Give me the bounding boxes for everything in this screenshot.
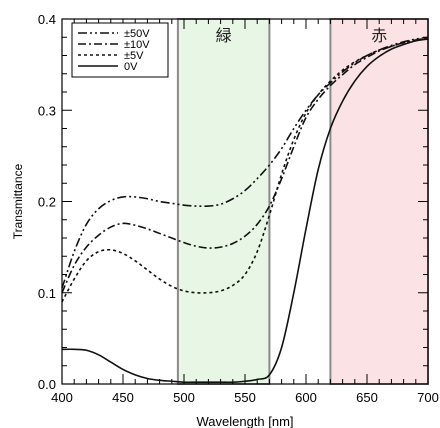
axis-labels: Wavelength [nm] Transmittance [11, 163, 294, 428]
legend-label: ±5V [124, 50, 144, 62]
y-tick-label: 0.1 [38, 286, 56, 301]
band-rect [329, 18, 429, 385]
y-tick-label: 0.0 [38, 377, 56, 392]
plot-frame [61, 18, 429, 385]
x-tick-label: 600 [295, 390, 317, 405]
x-tick-label: 700 [417, 390, 439, 405]
x-tick-label: 650 [356, 390, 378, 405]
band-rect [176, 18, 271, 385]
x-tick-label: 500 [173, 390, 195, 405]
y-tick-label: 0.4 [38, 12, 56, 27]
y-tick-label: 0.3 [38, 103, 56, 118]
x-tick-label: 550 [234, 390, 256, 405]
legend-label: ±50V [124, 28, 150, 40]
band-label: 赤 [371, 27, 387, 45]
legend-label: 0V [124, 61, 138, 73]
wavelength-bands: 緑赤 [176, 18, 429, 385]
y-tick-label: 0.2 [38, 195, 56, 210]
y-axis-label: Transmittance [11, 163, 25, 239]
data-series [61, 36, 429, 384]
band-label: 緑 [216, 27, 232, 45]
series-line-3 [61, 38, 429, 384]
legend-box [71, 22, 169, 78]
series-line-1 [61, 37, 429, 294]
x-tick-label: 450 [112, 390, 134, 405]
series-line-0 [61, 36, 429, 289]
x-axis-label: Wavelength [nm] [196, 414, 293, 428]
x-tick-label: 400 [51, 390, 73, 405]
axis-ticks: 400 450 500 550 600 650 700 0.0 0.1 0.2 0.3 0.4 [38, 12, 439, 405]
legend-label: ±10V [124, 39, 150, 51]
